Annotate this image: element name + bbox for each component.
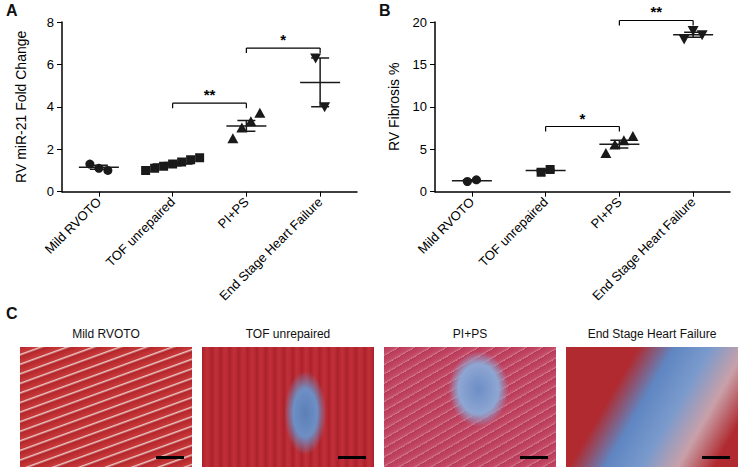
- svg-text:*: *: [580, 110, 586, 127]
- svg-text:End Stage Heart Failure: End Stage Heart Failure: [216, 194, 325, 303]
- svg-text:RV miR-21 Fold Change: RV miR-21 Fold Change: [13, 30, 29, 182]
- svg-text:5: 5: [420, 142, 427, 157]
- svg-text:20: 20: [413, 15, 427, 30]
- html-text:End Stage Heart Failure: End Stage Heart Failure: [587, 327, 717, 341]
- svg-text:End Stage Heart Failure: End Stage Heart Failure: [589, 194, 698, 303]
- svg-text:0: 0: [420, 184, 427, 199]
- svg-text:*: *: [280, 31, 286, 48]
- svg-text:0: 0: [47, 184, 54, 199]
- html-text:TOF unrepaired: TOF unrepaired: [245, 327, 331, 341]
- svg-text:2: 2: [47, 142, 54, 157]
- html-text:PI+PS: PI+PS: [452, 327, 488, 341]
- svg-text:TOF unrepaired: TOF unrepaired: [103, 194, 178, 269]
- svg-text:RV Fibrosis %: RV Fibrosis %: [386, 63, 402, 151]
- svg-text:4: 4: [47, 99, 54, 114]
- svg-text:PI+PS: PI+PS: [588, 194, 625, 231]
- svg-text:10: 10: [413, 99, 427, 114]
- svg-text:**: **: [650, 3, 662, 20]
- svg-text:**: **: [204, 86, 216, 103]
- html-text:C: C: [6, 305, 18, 322]
- svg-text:Mild RVOTO: Mild RVOTO: [415, 194, 477, 256]
- html-text:Mild RVOTO: Mild RVOTO: [72, 327, 140, 341]
- html-text:B: B: [379, 2, 391, 19]
- svg-text:6: 6: [47, 57, 54, 72]
- html-text:A: A: [6, 2, 18, 19]
- svg-text:TOF unrepaired: TOF unrepaired: [476, 194, 551, 269]
- svg-text:PI+PS: PI+PS: [215, 194, 252, 231]
- svg-text:15: 15: [413, 57, 427, 72]
- svg-text:Mild RVOTO: Mild RVOTO: [42, 194, 104, 256]
- svg-text:8: 8: [47, 15, 54, 30]
